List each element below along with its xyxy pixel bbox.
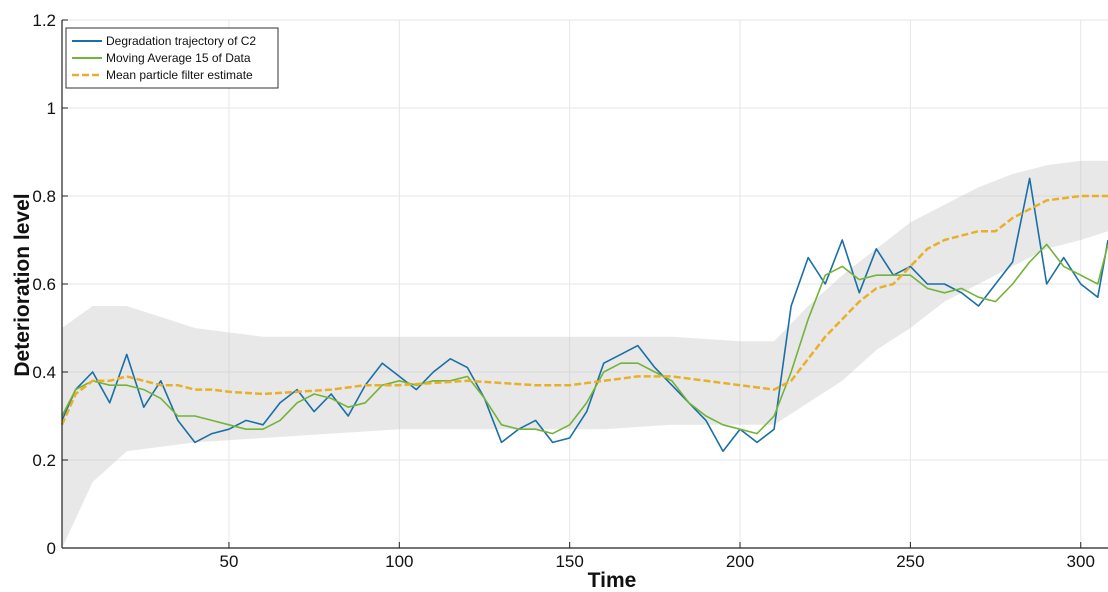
- x-tick-label-4: 250: [896, 552, 924, 571]
- y-axis-title: Deterioration level: [11, 193, 34, 376]
- y-tick-label-1: 0.2: [32, 451, 56, 470]
- x-tick-label-0: 50: [219, 552, 238, 571]
- y-tick-label-5: 1: [47, 99, 56, 118]
- x-tick-label-1: 100: [385, 552, 413, 571]
- legend: Degradation trajectory of C2 Moving Aver…: [65, 27, 279, 89]
- x-tick-label-5: 300: [1067, 552, 1095, 571]
- particle-cloud: [62, 160, 1108, 549]
- y-tick-label-2: 0.4: [32, 363, 56, 382]
- legend-label-trajectory: Degradation trajectory of C2: [106, 34, 256, 48]
- y-tick-label-0: 0: [47, 539, 56, 558]
- y-tick-label-3: 0.6: [32, 275, 56, 294]
- y-tick-label-4: 0.8: [32, 187, 56, 206]
- moving-average-line: [61, 243, 1108, 435]
- tick-labels: 50 100 150 200 250 300 0 0.2 0.4 0.6 0.8 1 1.2: [32, 11, 1095, 571]
- x-axis-title: Time: [588, 569, 637, 592]
- legend-label-moving-average: Moving Average 15 of Data: [106, 51, 251, 65]
- series-lines: [60, 177, 1108, 453]
- x-tick-label-2: 150: [555, 552, 583, 571]
- particle-cloud-band: [62, 160, 1108, 549]
- y-tick-label-6: 1.2: [32, 11, 56, 30]
- legend-label-pf-mean: Mean particle filter estimate: [106, 68, 253, 82]
- x-tick-label-3: 200: [726, 552, 754, 571]
- pf-mean-line: [60, 194, 1108, 426]
